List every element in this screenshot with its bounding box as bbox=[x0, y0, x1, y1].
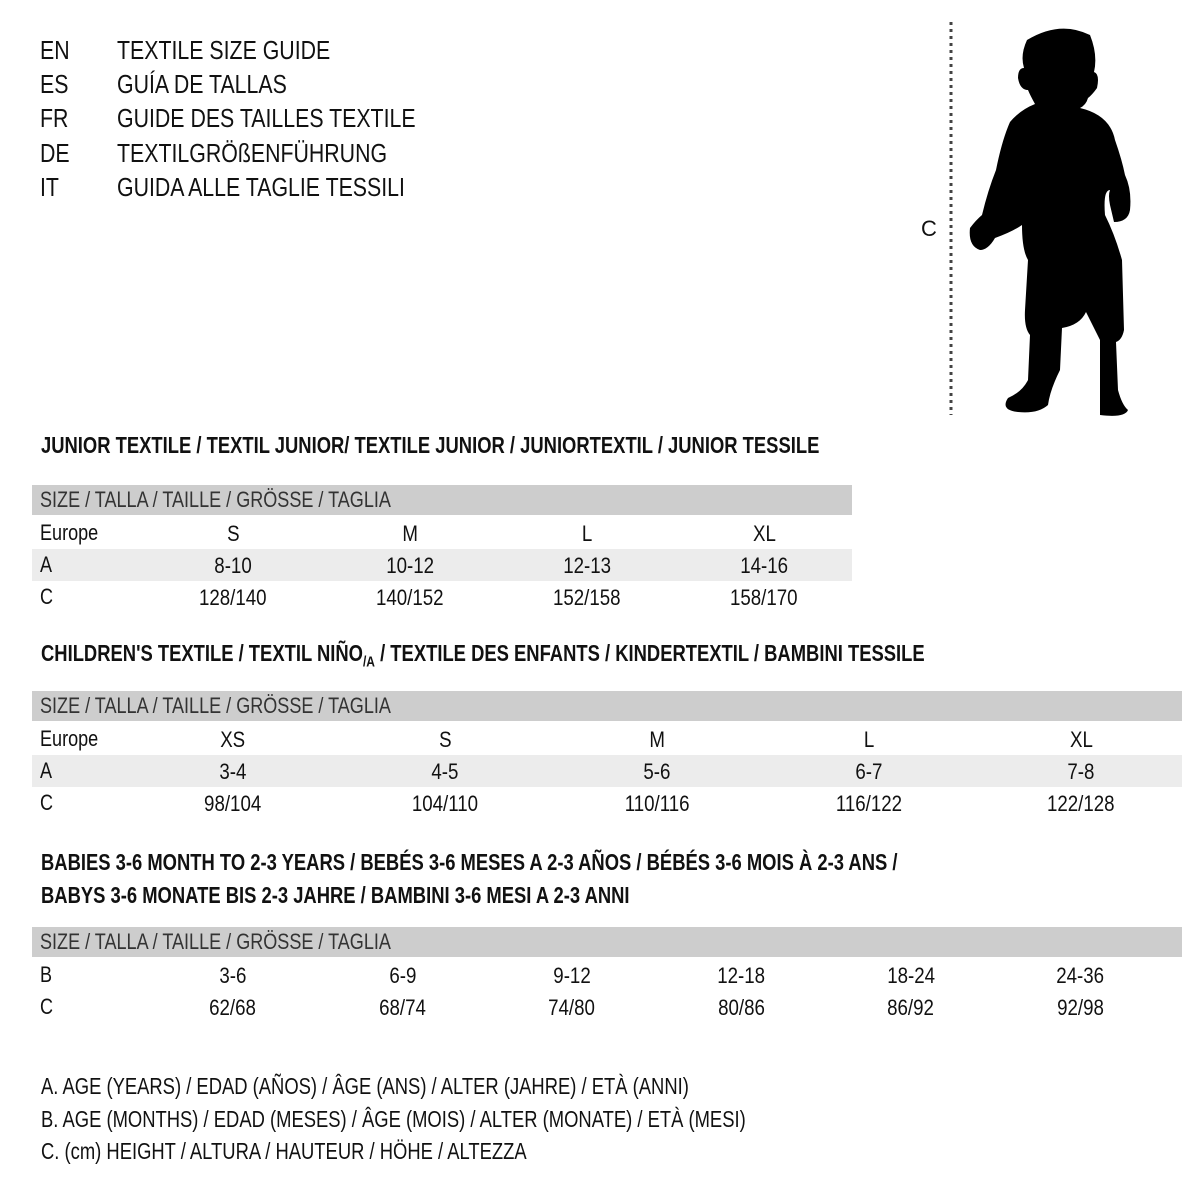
table-cell: 98/104 bbox=[204, 791, 262, 816]
title-text: CHILDREN'S TEXTILE / TEXTIL NIÑO bbox=[41, 640, 363, 666]
table-cell: 110/116 bbox=[624, 791, 690, 816]
table-row: Europe S M L XL bbox=[32, 517, 852, 549]
table-cell: 18-24 bbox=[887, 963, 935, 988]
table-cell: 140/152 bbox=[376, 585, 444, 610]
children-section-title: CHILDREN'S TEXTILE / TEXTIL NIÑO/A / TEX… bbox=[41, 640, 1146, 671]
table-row: B 3-6 6-9 9-12 12-18 18-24 24-36 bbox=[32, 959, 1182, 991]
table-cell: 6-7 bbox=[855, 759, 883, 784]
legend-b: B. AGE (MONTHS) / EDAD (MESES) / ÂGE (MO… bbox=[41, 1106, 746, 1132]
table-cell: M bbox=[402, 521, 418, 546]
table-header: SIZE / TALLA / TAILLE / GRÖSSE / TAGLIA bbox=[40, 487, 391, 512]
babies-section-title-line1: BABIES 3-6 MONTH TO 2-3 YEARS / BEBÉS 3-… bbox=[41, 849, 898, 875]
row-label: A bbox=[40, 552, 53, 577]
row-label: C bbox=[40, 790, 54, 815]
table-cell: S bbox=[226, 521, 240, 546]
table-row: A 3-4 4-5 5-6 6-7 7-8 bbox=[32, 755, 1182, 787]
table-cell: 158/170 bbox=[730, 585, 798, 610]
legend-a: A. AGE (YEARS) / EDAD (AÑOS) / ÂGE (ANS)… bbox=[41, 1073, 689, 1099]
table-row: C 128/140 140/152 152/158 158/170 bbox=[32, 581, 852, 613]
table-cell: 62/68 bbox=[209, 995, 257, 1020]
table-cell: 4-5 bbox=[431, 759, 459, 784]
table-cell: 74/80 bbox=[548, 995, 596, 1020]
junior-section-title: JUNIOR TEXTILE / TEXTIL JUNIOR/ TEXTILE … bbox=[41, 432, 820, 458]
table-cell: 68/74 bbox=[379, 995, 426, 1020]
table-cell: S bbox=[438, 727, 452, 752]
table-row: A 8-10 10-12 12-13 14-16 bbox=[32, 549, 852, 581]
babies-size-table: SIZE / TALLA / TAILLE / GRÖSSE / TAGLIA … bbox=[32, 927, 1182, 1023]
table-cell: L bbox=[863, 727, 875, 752]
language-title: TEXTILE SIZE GUIDE bbox=[117, 35, 331, 65]
table-cell: 92/98 bbox=[1057, 995, 1104, 1020]
table-cell: XL bbox=[752, 521, 776, 546]
table-cell: 116/122 bbox=[835, 791, 903, 816]
language-code: ES bbox=[40, 69, 69, 99]
table-cell: 80/86 bbox=[718, 995, 765, 1020]
table-cell: 152/158 bbox=[553, 585, 621, 610]
babies-section-title-line2: BABYS 3-6 MONATE BIS 2-3 JAHRE / BAMBINI… bbox=[41, 882, 630, 908]
table-cell: M bbox=[649, 727, 665, 752]
height-measure-label: C bbox=[921, 216, 937, 241]
language-code: DE bbox=[40, 138, 70, 168]
table-cell: 6-9 bbox=[388, 963, 417, 988]
table-row: C 98/104 104/110 110/116 116/122 122/128 bbox=[32, 787, 1182, 819]
language-title: TEXTILGRÖßENFÜHRUNG bbox=[117, 138, 388, 168]
table-row: C 62/68 68/74 74/80 80/86 86/92 92/98 bbox=[32, 991, 1182, 1023]
table-cell: L bbox=[581, 521, 593, 546]
table-header-row: SIZE / TALLA / TAILLE / GRÖSSE / TAGLIA bbox=[32, 927, 1182, 957]
row-label: C bbox=[40, 994, 54, 1019]
table-cell: 8-10 bbox=[214, 553, 252, 578]
row-label: A bbox=[40, 758, 53, 783]
table-cell: 122/128 bbox=[1047, 791, 1115, 816]
language-code: IT bbox=[40, 172, 59, 202]
row-label: Europe bbox=[40, 520, 99, 545]
table-cell: 3-6 bbox=[219, 963, 247, 988]
table-header: SIZE / TALLA / TAILLE / GRÖSSE / TAGLIA bbox=[40, 693, 391, 718]
table-cell: XL bbox=[1069, 727, 1093, 752]
row-label: B bbox=[40, 962, 53, 987]
legend-c: C. (cm) HEIGHT / ALTURA / HAUTEUR / HÖHE… bbox=[41, 1138, 527, 1164]
table-cell: 104/110 bbox=[411, 791, 479, 816]
title-text: / TEXTILE DES ENFANTS / KINDERTEXTIL / B… bbox=[374, 640, 925, 666]
table-row: Europe XS S M L XL bbox=[32, 723, 1182, 755]
table-cell: 5-6 bbox=[643, 759, 671, 784]
table-cell: XS bbox=[220, 727, 246, 752]
table-cell: 14-16 bbox=[740, 553, 788, 578]
table-cell: 9-12 bbox=[553, 963, 591, 988]
language-code: FR bbox=[40, 103, 69, 133]
children-size-table: SIZE / TALLA / TAILLE / GRÖSSE / TAGLIA … bbox=[32, 691, 1182, 819]
table-cell: 12-13 bbox=[563, 553, 611, 578]
table-cell: 24-36 bbox=[1056, 963, 1105, 988]
table-cell: 12-18 bbox=[717, 963, 766, 988]
row-label: Europe bbox=[40, 726, 99, 751]
table-cell: 3-4 bbox=[219, 759, 247, 784]
child-silhouette-icon bbox=[949, 22, 1131, 416]
table-header-row: SIZE / TALLA / TAILLE / GRÖSSE / TAGLIA bbox=[32, 691, 1182, 721]
title-subscript: /A bbox=[362, 653, 375, 671]
table-cell: 7-8 bbox=[1067, 759, 1095, 784]
language-title: GUIDA ALLE TAGLIE TESSILI bbox=[117, 172, 405, 202]
table-cell: 86/92 bbox=[887, 995, 935, 1020]
table-header-row: SIZE / TALLA / TAILLE / GRÖSSE / TAGLIA bbox=[32, 485, 852, 515]
table-header: SIZE / TALLA / TAILLE / GRÖSSE / TAGLIA bbox=[40, 929, 391, 954]
table-cell: 128/140 bbox=[199, 585, 267, 610]
language-title: GUÍA DE TALLAS bbox=[117, 69, 287, 99]
height-figure: C bbox=[900, 10, 1160, 430]
language-title: GUIDE DES TAILLES TEXTILE bbox=[117, 103, 416, 133]
row-label: C bbox=[40, 584, 54, 609]
junior-size-table: SIZE / TALLA / TAILLE / GRÖSSE / TAGLIA … bbox=[32, 485, 852, 613]
language-code: EN bbox=[40, 35, 70, 65]
table-cell: 10-12 bbox=[386, 553, 434, 578]
